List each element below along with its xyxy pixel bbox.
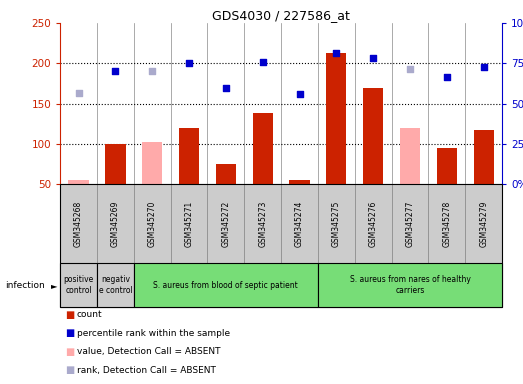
Bar xyxy=(326,53,346,184)
Bar xyxy=(400,128,420,184)
Text: ■: ■ xyxy=(65,365,75,375)
Text: GSM345279: GSM345279 xyxy=(479,200,488,247)
Text: value, Detection Call = ABSENT: value, Detection Call = ABSENT xyxy=(77,347,220,356)
Bar xyxy=(216,164,236,184)
Point xyxy=(185,60,193,66)
Point xyxy=(258,59,267,65)
Bar xyxy=(69,180,89,184)
Point xyxy=(406,66,414,72)
Point xyxy=(295,91,304,97)
Bar xyxy=(473,130,494,184)
Bar xyxy=(437,148,457,184)
Text: infection: infection xyxy=(5,281,45,290)
Text: percentile rank within the sample: percentile rank within the sample xyxy=(77,329,230,338)
Text: GSM345272: GSM345272 xyxy=(221,200,230,247)
Bar xyxy=(289,180,310,184)
Text: ►: ► xyxy=(51,281,57,290)
Text: count: count xyxy=(77,310,103,319)
Text: GSM345278: GSM345278 xyxy=(442,200,451,247)
Title: GDS4030 / 227586_at: GDS4030 / 227586_at xyxy=(212,9,350,22)
Point xyxy=(369,55,378,61)
Point xyxy=(111,68,120,74)
Text: rank, Detection Call = ABSENT: rank, Detection Call = ABSENT xyxy=(77,366,216,375)
Point xyxy=(480,64,488,71)
Point xyxy=(332,50,340,56)
Text: negativ
e control: negativ e control xyxy=(98,275,132,295)
Text: ■: ■ xyxy=(65,328,75,338)
Text: GSM345268: GSM345268 xyxy=(74,200,83,247)
Text: S. aureus from nares of healthy
carriers: S. aureus from nares of healthy carriers xyxy=(349,275,471,295)
Point xyxy=(222,84,230,91)
Bar xyxy=(142,142,162,184)
Text: GSM345271: GSM345271 xyxy=(185,200,194,247)
Text: GSM345277: GSM345277 xyxy=(405,200,415,247)
Text: S. aureus from blood of septic patient: S. aureus from blood of septic patient xyxy=(153,281,298,290)
Text: ■: ■ xyxy=(65,310,75,320)
Text: positive
control: positive control xyxy=(63,275,94,295)
Text: GSM345276: GSM345276 xyxy=(369,200,378,247)
Bar xyxy=(253,113,273,184)
Bar xyxy=(105,144,126,184)
Point xyxy=(442,74,451,80)
Point xyxy=(74,90,83,96)
Text: GSM345273: GSM345273 xyxy=(258,200,267,247)
Bar xyxy=(363,88,383,184)
Point xyxy=(148,68,156,74)
Text: GSM345270: GSM345270 xyxy=(147,200,157,247)
Text: GSM345269: GSM345269 xyxy=(111,200,120,247)
Text: GSM345275: GSM345275 xyxy=(332,200,341,247)
Text: ■: ■ xyxy=(65,347,75,357)
Bar xyxy=(179,128,199,184)
Text: GSM345274: GSM345274 xyxy=(295,200,304,247)
